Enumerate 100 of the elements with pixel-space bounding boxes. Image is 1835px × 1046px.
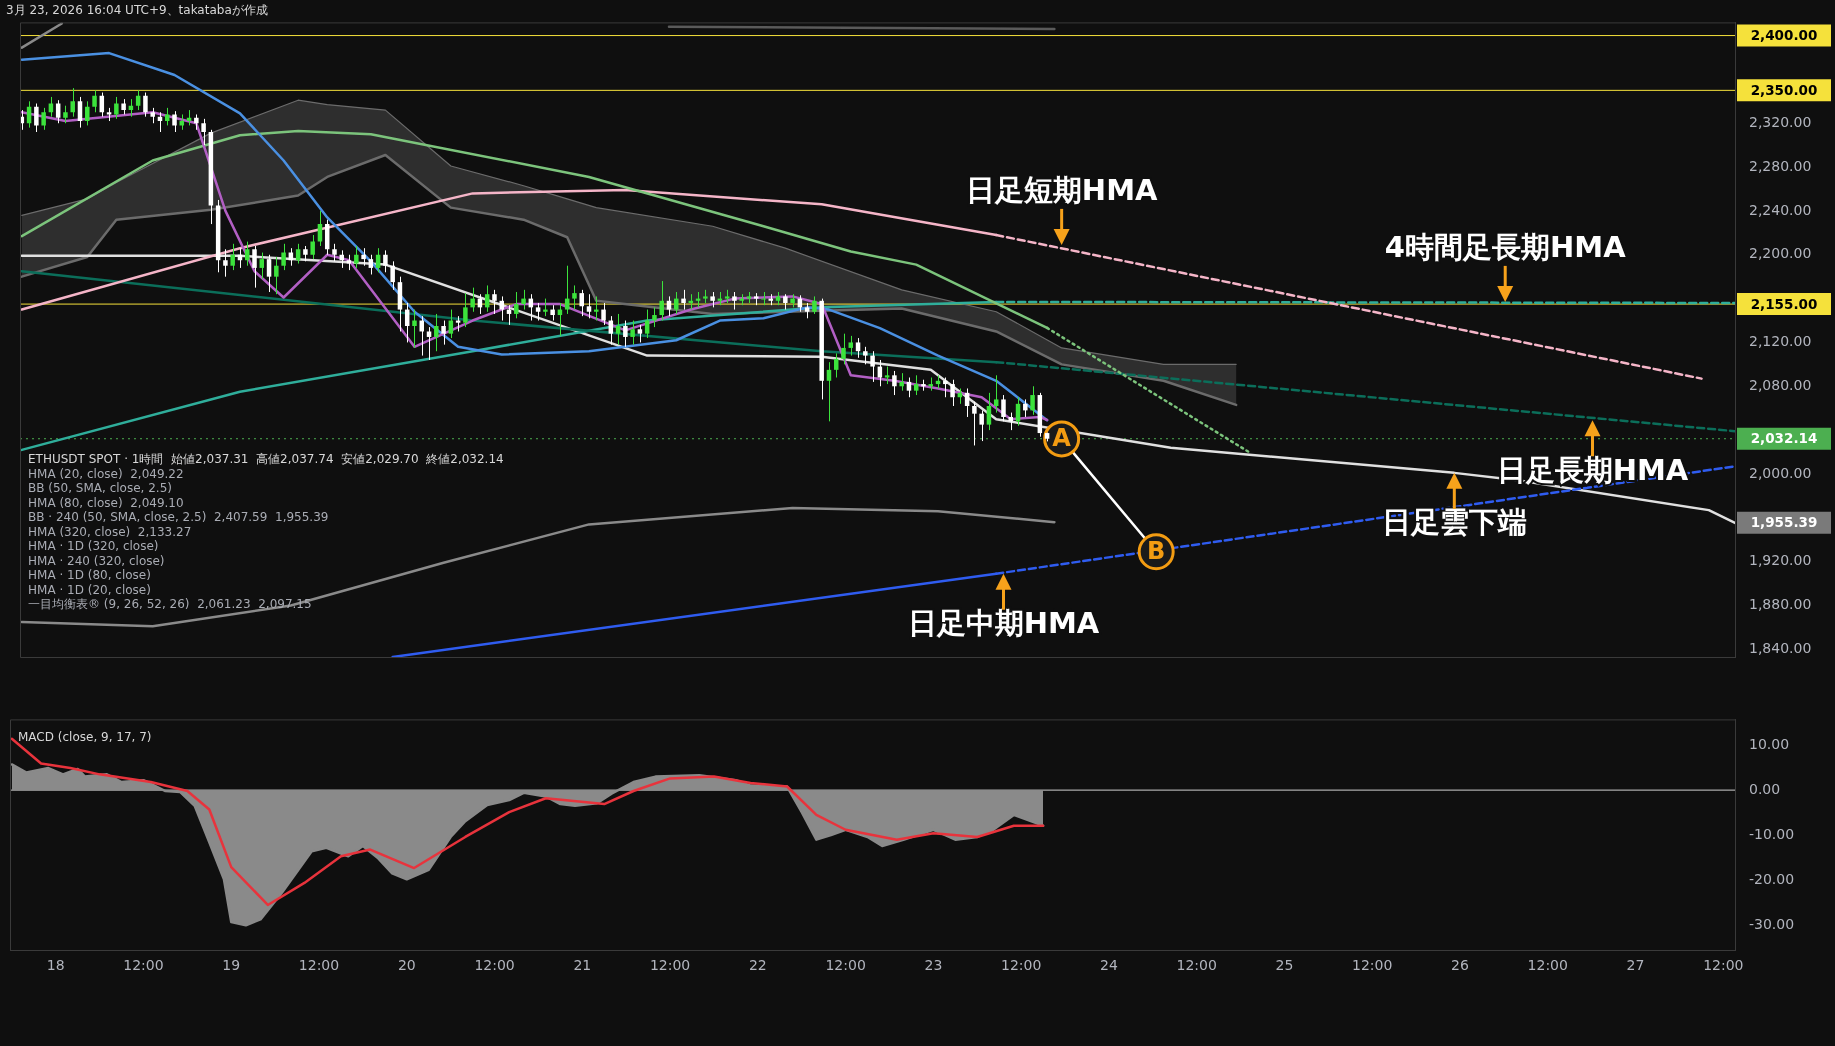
y-tick-label: 2,200.00 (1749, 245, 1812, 262)
candlestick (143, 92, 148, 118)
candlestick (594, 295, 599, 322)
chart-title: 3月 23, 2026 16:04 UTC+9、takatabaが作成 (6, 3, 268, 18)
x-tick-label: 21 (573, 957, 592, 974)
annotation: HMA (320, close) 2,133.27 (28, 524, 192, 539)
annotation: HMA · 1D (20, close) (28, 582, 151, 597)
candlestick (244, 241, 250, 267)
candlestick (259, 252, 265, 280)
candlestick (848, 335, 854, 357)
candlestick (1001, 394, 1006, 422)
candlestick (623, 320, 628, 348)
candlestick (92, 89, 97, 113)
y-tick-label: 2,240.00 (1749, 201, 1812, 218)
candlestick (34, 103, 39, 133)
candlestick (841, 333, 846, 365)
x-tick-label: 12:00 (1703, 957, 1744, 974)
data-label: 1,955.39 (1750, 514, 1818, 531)
candlestick (833, 352, 839, 379)
x-tick-label: 20 (397, 957, 416, 974)
candlestick (870, 350, 875, 383)
candlestick (906, 377, 912, 398)
y-tick-label: 2,120.00 (1749, 333, 1812, 350)
annotation: MACD (close, 9, 17, 7) (18, 729, 152, 744)
candlestick (972, 401, 977, 446)
candlestick (252, 245, 257, 289)
candlestick (434, 313, 439, 352)
y-tick-label: 2,320.00 (1749, 113, 1812, 130)
candlestick (986, 392, 992, 431)
x-tick-label: 12:00 (298, 957, 340, 974)
candlestick (652, 306, 657, 328)
ref-line-label: 2,032.14 (1750, 430, 1818, 447)
candlestick (499, 295, 504, 322)
candlestick (630, 320, 635, 346)
candlestick (950, 379, 955, 407)
candlestick (681, 289, 686, 311)
ref-line-label: 2,155.00 (1750, 295, 1818, 312)
y-tick-label: 2,080.00 (1749, 376, 1812, 393)
candlestick (317, 210, 323, 247)
annotation: 日足雲下端 (1381, 505, 1527, 540)
annotation: 日足中期HMA (907, 606, 1100, 641)
candlestick (615, 313, 621, 346)
x-tick-label: 22 (748, 957, 767, 974)
candlestick (674, 291, 679, 315)
annotation: 日足短期HMA (965, 173, 1158, 208)
candlestick (172, 110, 177, 133)
annotation: 日足長期HMA (1496, 452, 1689, 487)
x-tick-label: 12:00 (1527, 957, 1568, 974)
candlestick (564, 265, 570, 315)
x-tick-label: 12:00 (825, 957, 866, 974)
candlestick (412, 309, 417, 349)
y-tick-label: -20.00 (1749, 870, 1795, 887)
candlestick (993, 374, 999, 414)
candlestick (659, 280, 664, 322)
x-tick-label: 12:00 (1352, 957, 1393, 974)
annotation: BB (50, SMA, close, 2.5) (28, 481, 172, 496)
candlestick (310, 234, 315, 260)
candlestick (426, 326, 432, 361)
candlestick (230, 243, 235, 271)
x-tick-label: 27 (1626, 957, 1645, 974)
candlestick (441, 320, 446, 346)
candlestick (492, 289, 497, 315)
data-label: A (1052, 424, 1072, 453)
candlestick (354, 245, 359, 269)
y-tick-label: 0.00 (1749, 780, 1781, 797)
candlestick (41, 107, 46, 131)
candlestick (761, 291, 766, 306)
candlestick (470, 287, 475, 313)
candlestick (572, 284, 577, 311)
x-tick-label: 24 (1100, 957, 1118, 974)
annotation: 4時間足長期HMA (1384, 230, 1627, 265)
candlestick (521, 289, 526, 311)
candlestick (114, 96, 119, 120)
candlestick (390, 260, 395, 291)
candlestick (70, 87, 75, 118)
y-tick-label: -10.00 (1749, 825, 1795, 842)
candlestick (514, 291, 519, 319)
y-tick-label: 2,000.00 (1749, 464, 1812, 481)
candlestick (77, 96, 83, 129)
candlestick (201, 118, 206, 146)
x-tick-label: 26 (1451, 957, 1469, 974)
annotation: ETHUSDT SPOT · 1時間 始値2,037.31 高値2,037.74 安値2,029.70 終値2,032.14 (28, 452, 504, 467)
annotation: HMA · 1D (80, close) (28, 568, 151, 583)
x-tick-label: 18 (46, 957, 65, 974)
x-tick-label: 12:00 (123, 957, 164, 974)
candlestick (666, 295, 672, 317)
annotation: HMA (20, close) 2,049.22 (28, 466, 184, 481)
candlestick (383, 249, 388, 273)
y-tick-label: 1,880.00 (1749, 596, 1812, 613)
candlestick (826, 361, 832, 422)
candlestick (274, 256, 279, 295)
data-label: B (1147, 537, 1166, 566)
candlestick (463, 292, 468, 328)
candlestick (877, 359, 883, 387)
candlestick (913, 374, 919, 396)
x-tick-label: 23 (924, 957, 943, 974)
annotation: HMA · 1D (320, close) (28, 539, 159, 554)
x-tick-label: 12:00 (649, 957, 691, 974)
candlestick (1030, 385, 1035, 416)
candlestick (295, 243, 301, 265)
